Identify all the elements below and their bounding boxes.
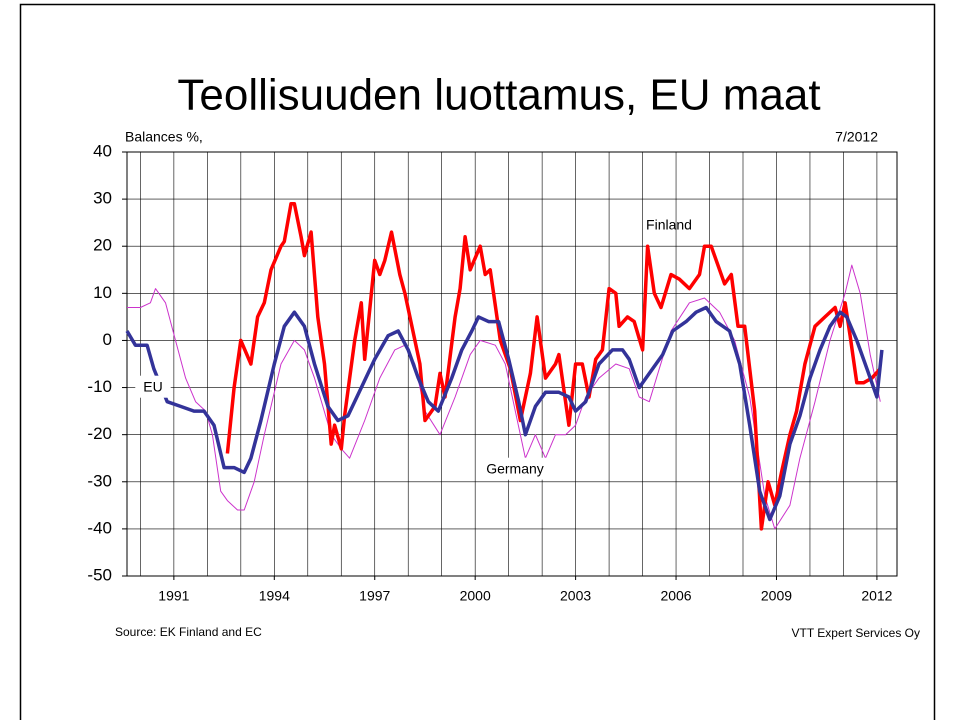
x-tick-label: 1997 [359, 588, 390, 604]
x-tick-label: 2012 [861, 588, 892, 604]
y-tick-label: -10 [87, 377, 112, 396]
plot-area: -50 -40 -30 -20 -10 0 10 20 30 40 1991 1994 1997 2000… [87, 141, 898, 604]
y-tick-label: 40 [93, 141, 112, 160]
x-tick-label: 2003 [560, 588, 591, 604]
label-background [135, 375, 171, 398]
source-note: Source: EK Finland and EC [115, 625, 262, 639]
x-tick-label: 2009 [761, 588, 792, 604]
label-background [478, 457, 552, 480]
date-label: 7/2012 [835, 129, 878, 145]
y-tick-label: -40 [87, 518, 112, 537]
y-tick-label: -30 [87, 471, 112, 490]
plot-frame [126, 151, 898, 577]
series-line [225, 202, 882, 531]
chart-title: Teollisuuden luottamus, EU maat [177, 71, 820, 120]
x-tick-label: 2000 [460, 588, 491, 604]
y-tick-label: 30 [93, 189, 112, 208]
y-axis-label: Balances %, [125, 129, 203, 145]
series-label: EU [143, 379, 162, 395]
y-tick-label: -20 [87, 424, 112, 443]
x-tick-label: 2006 [660, 588, 691, 604]
x-tick-label: 1991 [158, 588, 189, 604]
series-label: Germany [486, 461, 544, 477]
series-line [127, 264, 881, 530]
series-label: Finland [646, 217, 692, 233]
y-tick-label: -50 [87, 565, 112, 584]
series-line [125, 305, 884, 522]
y-tick-label: 10 [93, 283, 112, 302]
credit-note: VTT Expert Services Oy [792, 626, 920, 640]
y-tick-label: 20 [93, 236, 112, 255]
slide-frame [19, 3, 936, 720]
x-tick-label: 1994 [259, 588, 290, 604]
y-tick-label: 0 [103, 330, 112, 349]
